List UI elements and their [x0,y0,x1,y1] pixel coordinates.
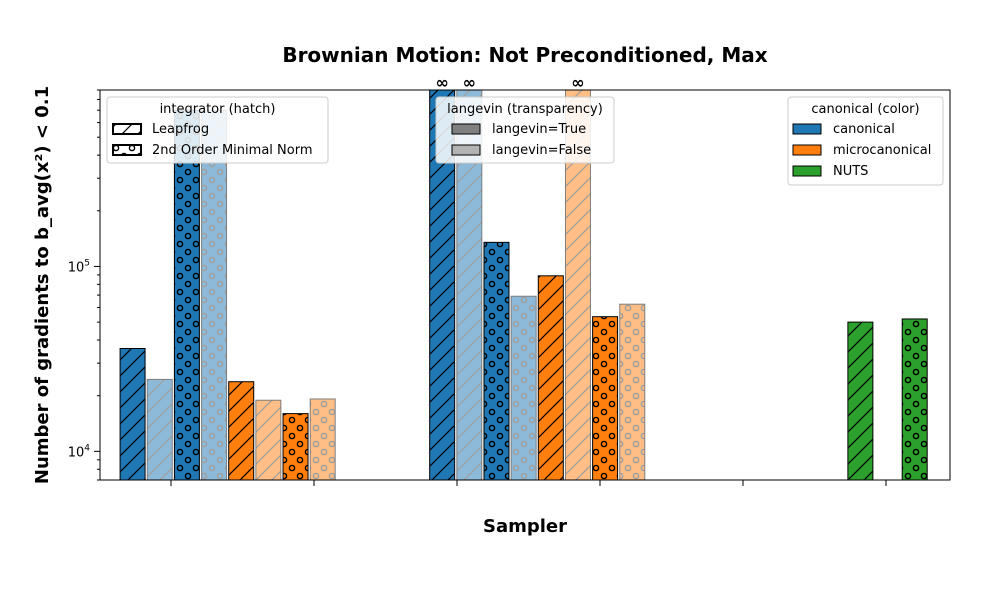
legend-swatch [792,144,822,156]
legend-title: langevin (transparency) [447,102,603,117]
legend-top-right: canonical (color) canonical microcanonical… [787,96,944,186]
bar [901,318,928,480]
bar [592,316,619,480]
legend-entry-label: langevin=False [492,143,591,158]
legend-top-left: integrator (hatch) Leapfrog 2nd Order Mini… [106,96,329,164]
bar-rect [119,347,146,480]
bar-rect [282,413,309,480]
chart-title: Brownian Motion: Not Preconditioned, Max [282,43,767,67]
y-tick-label: 104 [68,443,91,460]
bar-rect [309,398,336,480]
legend-swatch [451,123,481,135]
legends: integrator (hatch) Leapfrog 2nd Order Mini… [106,96,944,186]
bar [228,381,255,480]
bar-rect [847,321,874,480]
bar [309,398,336,480]
bar [847,321,874,480]
legend-entry-label: langevin=True [492,122,586,137]
y-tick-label: 105 [68,258,90,275]
y-axis-label: Number of gradients to b_avg(x²) < 0.1 [32,86,53,484]
bar [201,109,228,480]
bar-rect [537,275,564,480]
legend-top-center: langevin (transparency) langevin=True lang… [435,96,615,164]
legend-entry-label: NUTS [833,164,868,179]
bar [483,241,510,480]
bar-rect [901,318,928,480]
bar [282,413,309,480]
infinity-label: ∞ [436,73,449,92]
bar [619,303,646,480]
bar [173,109,200,480]
bar-rect [173,109,200,480]
bar [255,399,282,480]
legend-swatch [112,144,142,156]
bar-rect [228,381,255,480]
legend-title: canonical (color) [811,102,919,117]
legend-swatch [112,123,142,135]
legend-swatch [792,123,822,135]
bar-rect [619,303,646,480]
bar-rect [255,399,282,480]
bar-rect [146,378,173,480]
legend-entry-label: canonical [833,122,895,137]
bar-rect [592,316,619,480]
bar [537,275,564,480]
x-axis-label: Sampler [483,516,567,537]
legend-entry-label: microcanonical [833,143,931,158]
y-axis: 104 105 [68,89,100,481]
bar-rect [201,109,228,480]
bar [119,347,146,480]
legend-entry-label: Leapfrog [152,122,209,137]
x-axis [170,480,887,486]
bar [146,378,173,480]
legend-swatch [792,165,822,177]
legend-swatch [451,144,481,156]
bar-rect [483,241,510,480]
bar-rect [510,295,537,480]
legend-entry-label: 2nd Order Minimal Norm [152,143,312,158]
infinity-label: ∞ [571,73,584,92]
infinity-label: ∞ [463,73,476,92]
plot-frame [99,89,951,481]
bar [510,295,537,480]
legend-title: integrator (hatch) [160,102,276,117]
